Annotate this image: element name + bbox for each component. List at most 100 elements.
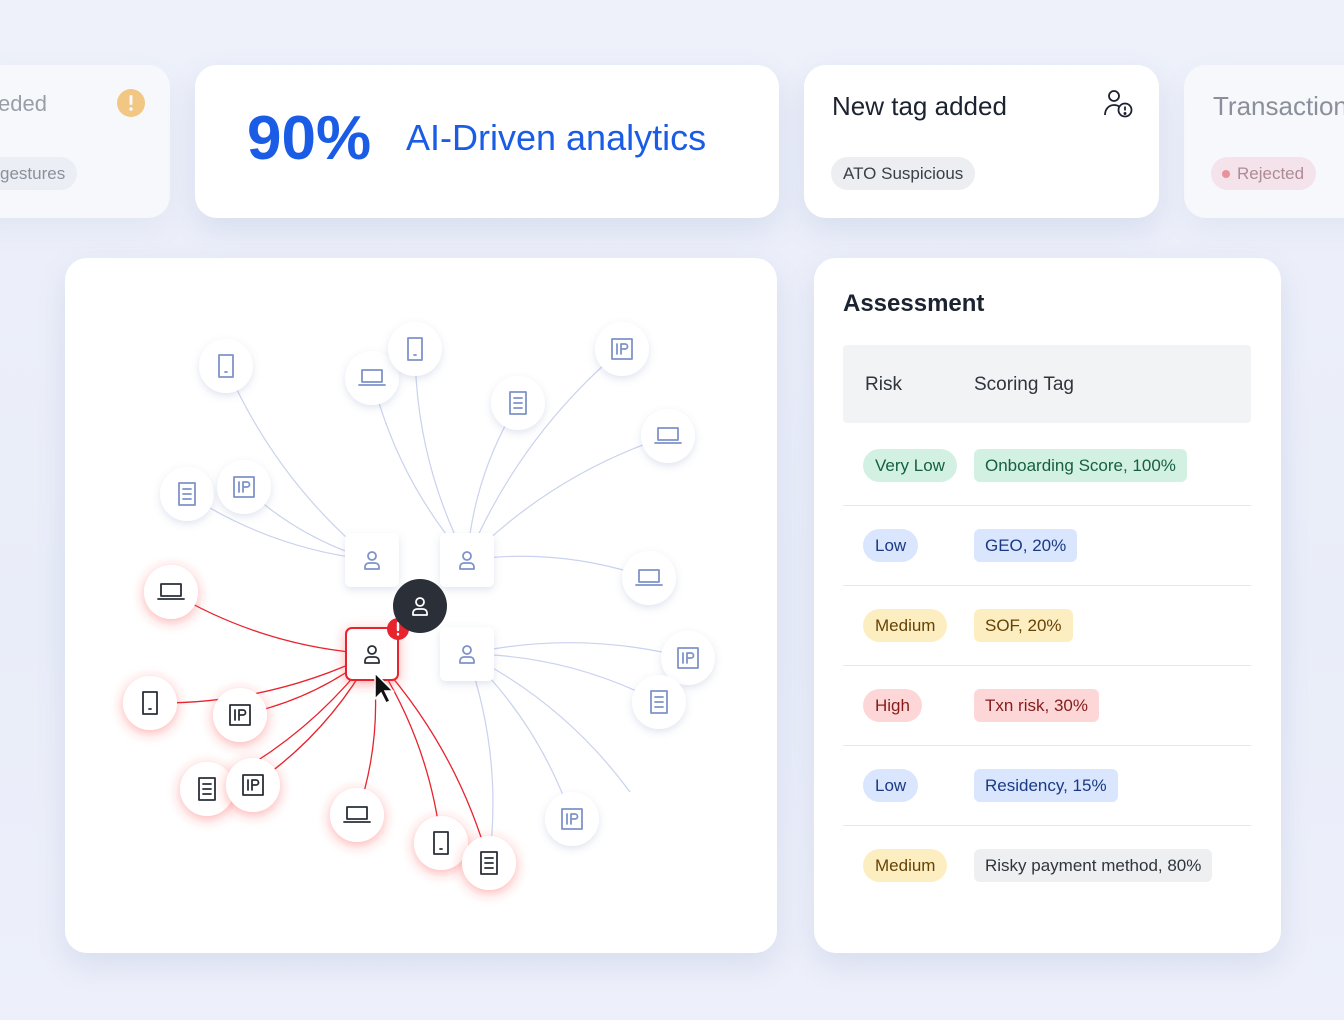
icon-stroke xyxy=(682,652,695,664)
icon-stroke xyxy=(616,343,629,355)
score-tag: GEO, 20% xyxy=(974,529,1078,562)
edge xyxy=(170,591,373,655)
icon-stroke xyxy=(142,691,158,715)
node-circle xyxy=(414,816,468,870)
hub xyxy=(440,533,494,587)
score-tag: Risky payment method, 80% xyxy=(974,849,1213,882)
icon-stroke xyxy=(178,482,196,506)
table-row: Low Residency, 15% xyxy=(843,745,1251,826)
icon-stroke xyxy=(238,481,251,493)
icon-stroke xyxy=(561,808,583,830)
icon-stroke xyxy=(677,647,699,669)
node-circle xyxy=(345,351,399,405)
icon-stroke xyxy=(218,354,234,378)
node-circle xyxy=(144,565,198,619)
node xyxy=(545,792,599,846)
icon-stroke xyxy=(654,696,664,708)
icon-stroke xyxy=(364,562,380,570)
node xyxy=(199,339,253,393)
icon-stroke xyxy=(233,476,255,498)
node xyxy=(330,788,384,842)
icon-stroke xyxy=(462,645,472,655)
score-tag: SOF, 20% xyxy=(974,609,1073,642)
event-card: eded gestures xyxy=(0,65,170,218)
column-header: Scoring Tag xyxy=(974,374,1074,395)
icon-stroke xyxy=(247,779,260,791)
status-text: Rejected xyxy=(1237,164,1305,183)
icon-stroke xyxy=(182,488,192,500)
node xyxy=(388,322,442,376)
icon-stroke xyxy=(364,656,380,664)
node xyxy=(622,551,676,605)
card-title: eded xyxy=(0,91,47,116)
icon-stroke xyxy=(480,851,498,875)
selected-user xyxy=(393,579,447,633)
status-pill: Rejected xyxy=(1211,157,1317,190)
edge xyxy=(466,653,660,703)
stat-label: AI-Driven analytics xyxy=(406,117,707,158)
node xyxy=(213,688,267,742)
icon-stroke xyxy=(202,783,212,795)
risk-pill: High xyxy=(863,689,922,722)
node-circle xyxy=(199,339,253,393)
node xyxy=(123,676,177,730)
edge xyxy=(414,348,468,561)
icon-stroke xyxy=(509,391,527,415)
warning-icon xyxy=(117,89,145,117)
event-card: Transaction Rejected xyxy=(1184,65,1344,218)
edge xyxy=(466,653,494,864)
icon-stroke xyxy=(657,427,679,441)
stat-value: 90% xyxy=(247,104,372,173)
icon-stroke xyxy=(566,813,579,825)
icon-stroke xyxy=(367,551,377,561)
icon-stroke xyxy=(433,831,449,855)
assessment-title: Assessment xyxy=(843,290,985,317)
node xyxy=(144,565,198,619)
icon-stroke xyxy=(346,806,368,820)
stat-card: 90% AI-Driven analytics xyxy=(195,65,779,218)
hub xyxy=(440,627,494,681)
icon-stroke xyxy=(234,709,247,721)
table-row: Medium Risky payment method, 80% xyxy=(843,825,1251,905)
node xyxy=(462,836,516,890)
card-title: New tag added xyxy=(832,91,1007,121)
event-card: New tag added ATO Suspicious xyxy=(804,65,1159,218)
node xyxy=(641,409,695,463)
node xyxy=(491,376,545,430)
icon-stroke xyxy=(198,777,216,801)
tag-pill: gestures xyxy=(0,157,78,190)
icon-stroke xyxy=(611,338,633,360)
node xyxy=(160,467,214,521)
table-row: High Txn risk, 30% xyxy=(843,665,1251,746)
risk-pill: Low xyxy=(863,769,919,802)
table-row: Very Low Onboarding Score, 100% xyxy=(843,425,1251,506)
icon-stroke xyxy=(160,583,182,597)
score-tag: Onboarding Score, 100% xyxy=(974,449,1187,482)
edge xyxy=(466,642,689,659)
risk-pill: Medium xyxy=(863,849,948,882)
network-graph xyxy=(123,322,715,890)
table-header: Risk Scoring Tag xyxy=(843,345,1251,423)
node-circle xyxy=(123,676,177,730)
hub xyxy=(345,533,399,587)
edge xyxy=(371,377,468,561)
node-circle xyxy=(330,788,384,842)
score-tag: Residency, 15% xyxy=(974,769,1118,802)
status-dot xyxy=(1222,170,1230,178)
risk-pill: Low xyxy=(863,529,919,562)
icon-stroke xyxy=(361,369,383,383)
card-title: Transaction xyxy=(1213,91,1344,121)
node xyxy=(595,322,649,376)
edge xyxy=(466,348,623,561)
icon-stroke xyxy=(513,397,523,409)
table-row: Medium SOF, 20% xyxy=(843,585,1251,666)
user-alert-icon xyxy=(1104,90,1133,118)
icon-stroke xyxy=(459,562,475,570)
icon-stroke xyxy=(412,608,428,616)
node-circle xyxy=(622,551,676,605)
icon-stroke xyxy=(229,704,251,726)
node xyxy=(217,460,271,514)
icon-stroke xyxy=(367,645,377,655)
icon-stroke xyxy=(650,690,668,714)
